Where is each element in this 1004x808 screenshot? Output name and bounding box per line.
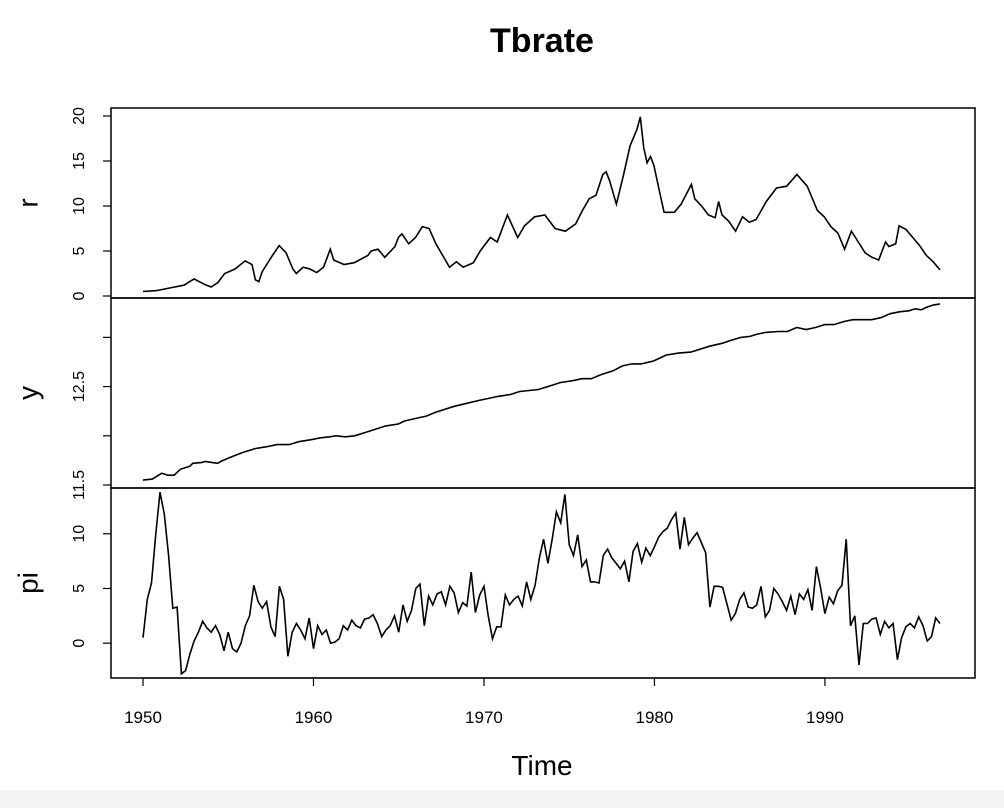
tbrate-chart: Tbrate 0 5 10 15 20 r 11.5 12.5 y 0 5 10 pi 1950 1960… bbox=[12, 22, 976, 781]
y-tick-label-y: 11.5 bbox=[71, 470, 88, 500]
y-tick-label-y: 12.5 bbox=[71, 371, 88, 402]
y-tick-label-pi: 0 bbox=[71, 639, 88, 648]
panel-frame-pi bbox=[110, 487, 976, 679]
x-axis: 1950 1960 1970 1980 1990 bbox=[124, 677, 844, 727]
y-tick-label-pi: 5 bbox=[71, 584, 88, 593]
y-tick-label-pi: 10 bbox=[71, 525, 88, 543]
x-tick-label: 1950 bbox=[124, 708, 162, 727]
y-axis-label-r: r bbox=[12, 198, 43, 207]
y-tick-label-r: 0 bbox=[71, 291, 88, 300]
series-line-pi bbox=[142, 492, 941, 676]
y-tick-label-r: 10 bbox=[71, 197, 88, 215]
y-tick-label-r: 20 bbox=[71, 107, 88, 125]
y-axis-label-y: y bbox=[12, 386, 43, 400]
chart-title: Tbrate bbox=[490, 22, 594, 60]
y-tick-label-r: 5 bbox=[71, 246, 88, 255]
x-tick-label: 1960 bbox=[295, 708, 333, 727]
panel-frame-y bbox=[110, 297, 976, 489]
panel-r: 0 5 10 15 20 r bbox=[12, 107, 976, 300]
x-axis-label: Time bbox=[511, 750, 572, 781]
x-tick-label: 1980 bbox=[636, 708, 674, 727]
series-line-y bbox=[142, 303, 941, 481]
panels-group: 0 5 10 15 20 r 11.5 12.5 y 0 5 10 pi bbox=[12, 107, 976, 679]
panel-y: 11.5 12.5 y bbox=[12, 297, 976, 500]
panel-frame-r bbox=[110, 107, 976, 299]
y-axis-label-pi: pi bbox=[12, 572, 43, 594]
bottom-strip bbox=[0, 790, 1004, 808]
y-tick-label-r: 15 bbox=[71, 152, 88, 170]
panel-pi: 0 5 10 pi bbox=[12, 487, 976, 679]
series-line-r bbox=[142, 116, 941, 293]
x-tick-label: 1990 bbox=[806, 708, 844, 727]
x-tick-label: 1970 bbox=[465, 708, 503, 727]
